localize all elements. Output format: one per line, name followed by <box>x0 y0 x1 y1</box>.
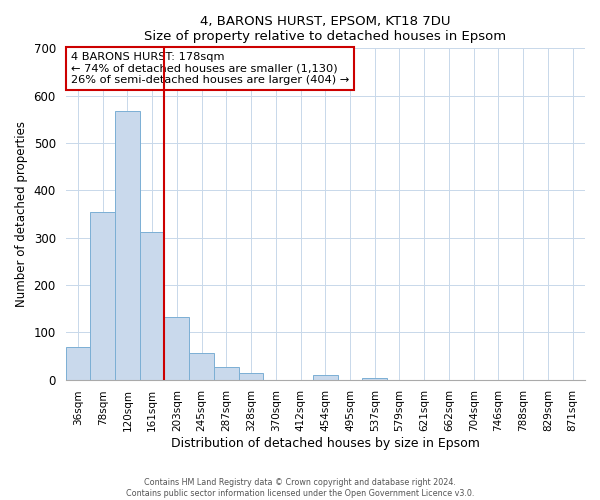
Text: 4 BARONS HURST: 178sqm
← 74% of detached houses are smaller (1,130)
26% of semi-: 4 BARONS HURST: 178sqm ← 74% of detached… <box>71 52 349 85</box>
Bar <box>115 112 140 380</box>
Bar <box>362 378 387 380</box>
Bar <box>90 212 115 380</box>
Bar <box>214 367 239 380</box>
Bar <box>164 316 189 380</box>
Title: 4, BARONS HURST, EPSOM, KT18 7DU
Size of property relative to detached houses in: 4, BARONS HURST, EPSOM, KT18 7DU Size of… <box>144 15 506 43</box>
Text: Contains HM Land Registry data © Crown copyright and database right 2024.
Contai: Contains HM Land Registry data © Crown c… <box>126 478 474 498</box>
Bar <box>313 375 338 380</box>
Y-axis label: Number of detached properties: Number of detached properties <box>15 121 28 307</box>
Bar <box>189 352 214 380</box>
Bar <box>239 373 263 380</box>
Bar <box>65 348 90 380</box>
Bar <box>140 232 164 380</box>
X-axis label: Distribution of detached houses by size in Epsom: Distribution of detached houses by size … <box>171 437 480 450</box>
